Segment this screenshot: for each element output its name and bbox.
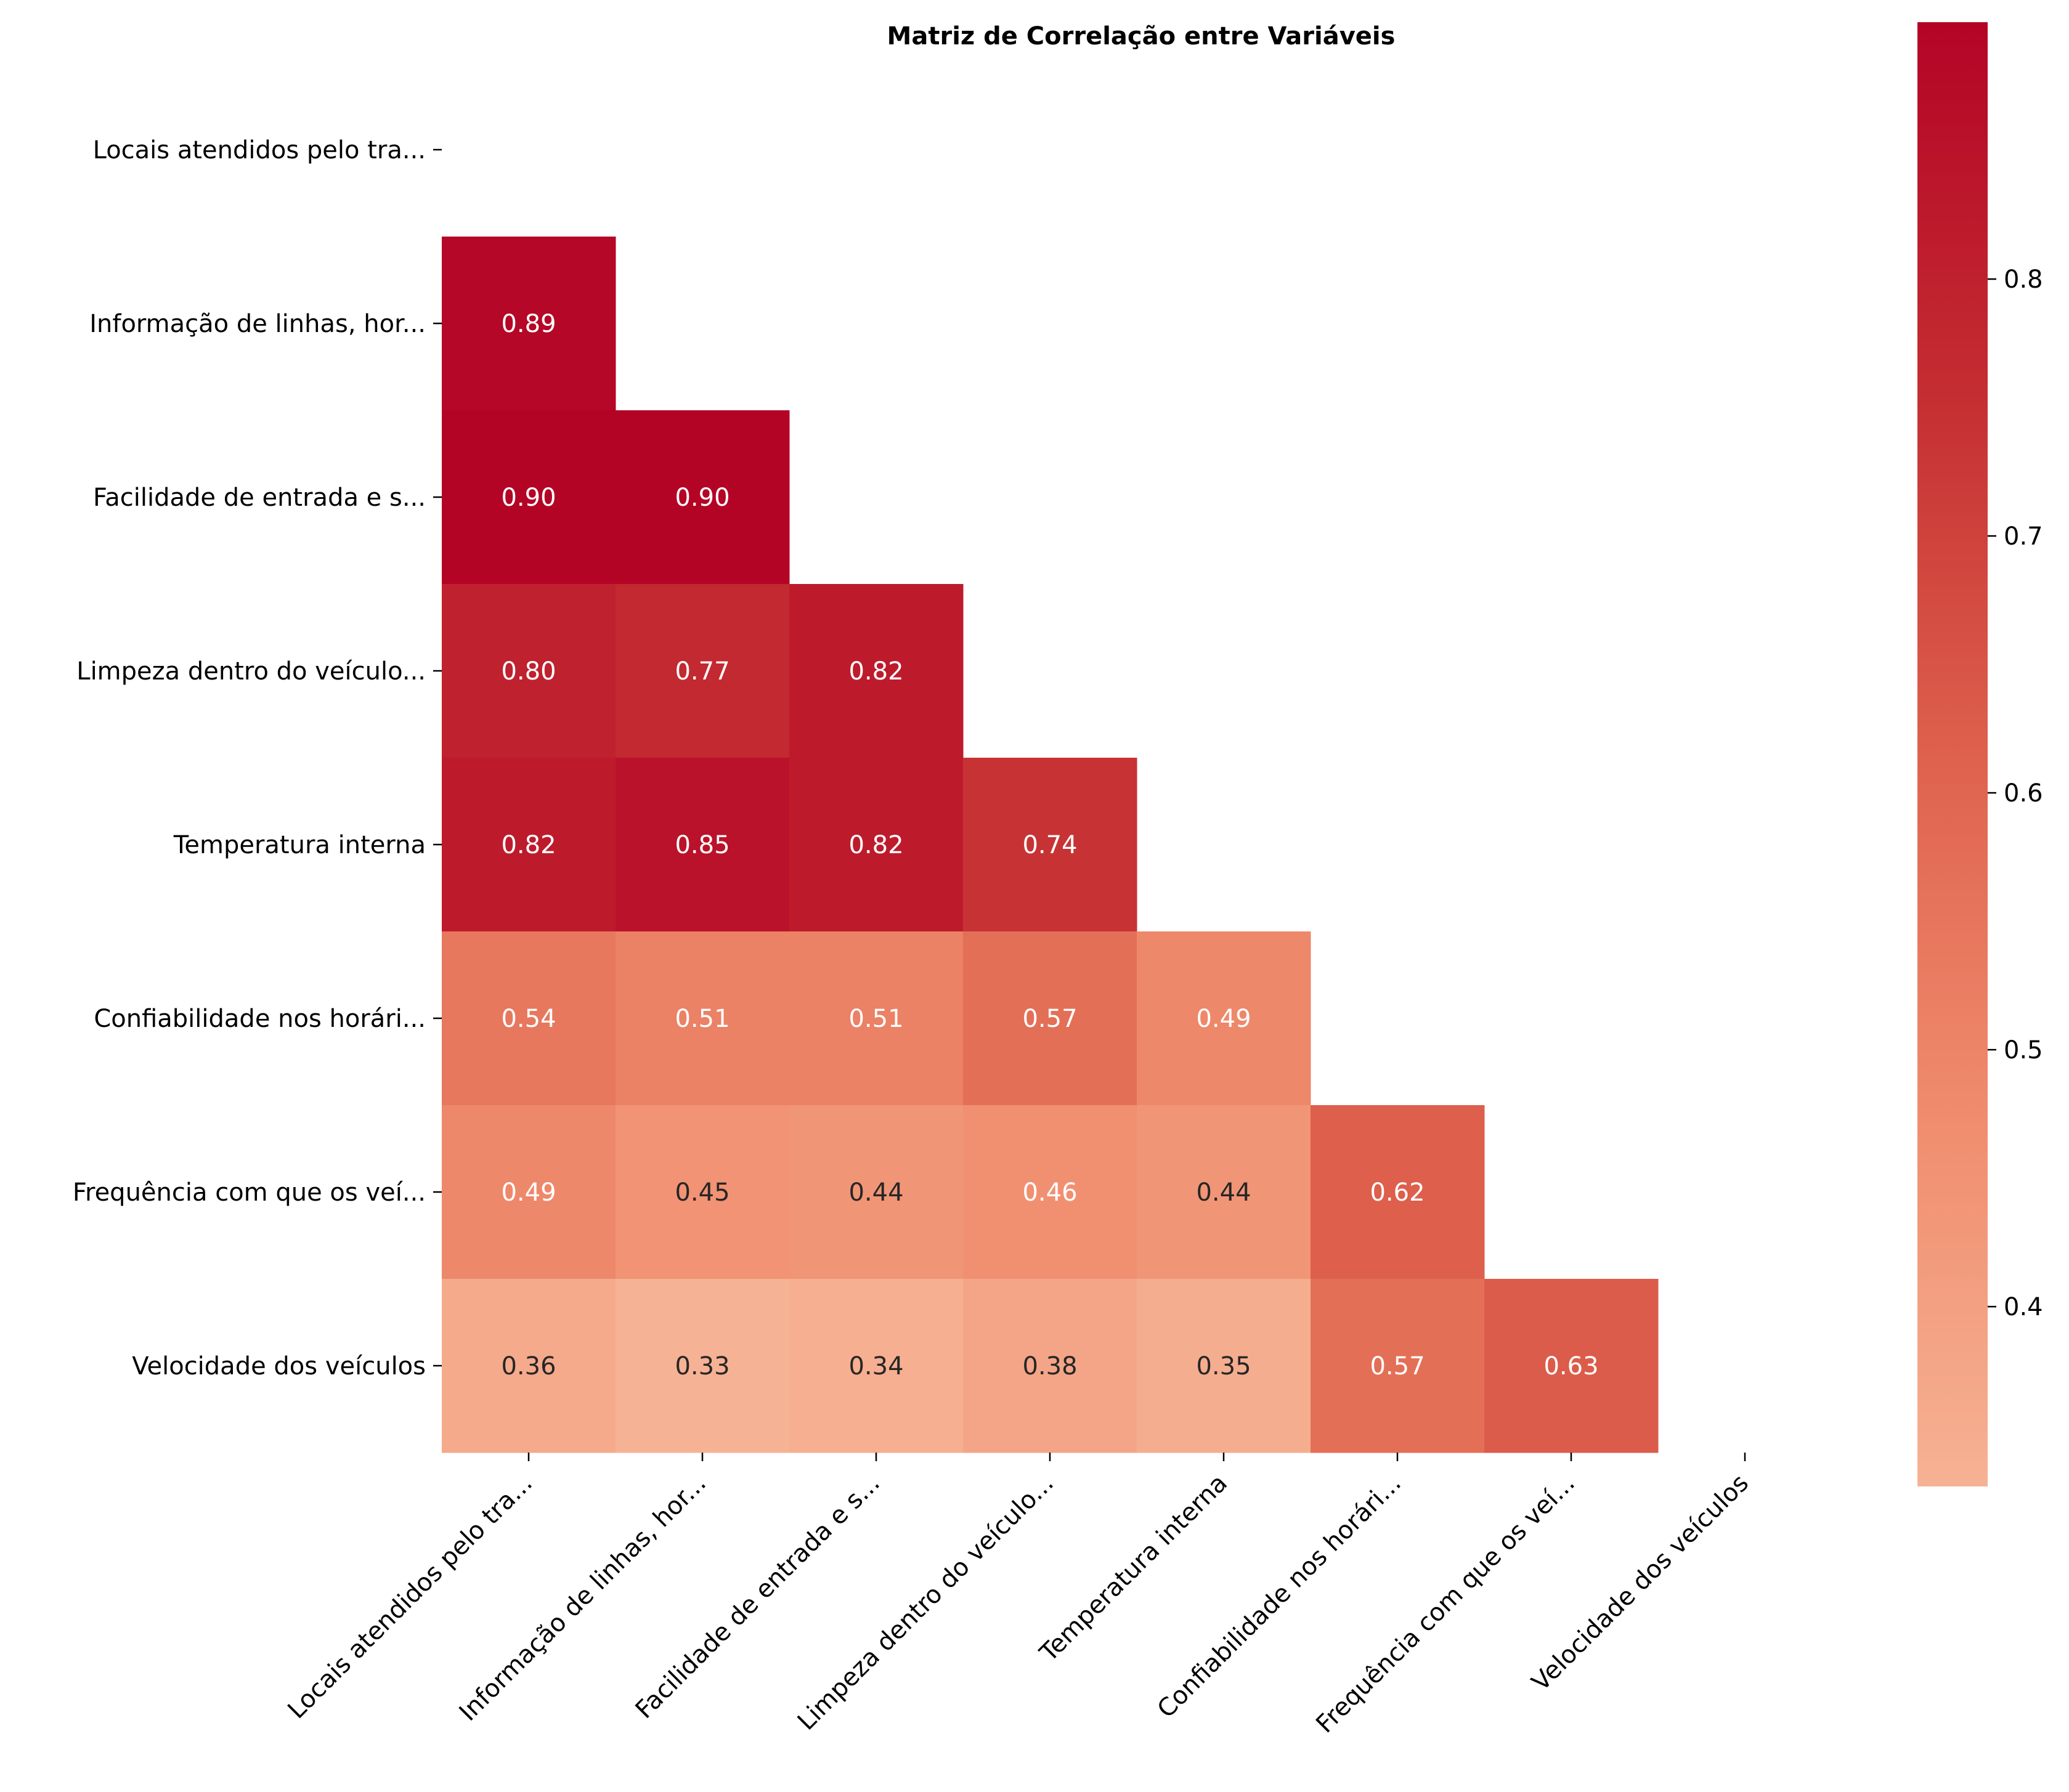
cell-value-label-5-2: 0.51 — [848, 1005, 903, 1033]
cell-value-label-7-4: 0.35 — [1196, 1352, 1251, 1380]
y-axis: Locais atendidos pelo tra... Informação d… — [73, 136, 442, 1380]
heatmap-cell-6-3 — [963, 1105, 1137, 1279]
heatmap-cell-2-0 — [442, 410, 616, 585]
cell-value-label-6-0: 0.49 — [501, 1178, 556, 1207]
y-tick-label-6: Frequência com que os veí... — [73, 1178, 426, 1207]
cell-value-label-7-5: 0.57 — [1370, 1352, 1425, 1380]
heatmap-cell-7-4 — [1137, 1279, 1311, 1453]
heatmap-cell-7-6 — [1484, 1279, 1659, 1453]
cell-value-label-6-1: 0.45 — [675, 1178, 730, 1207]
cell-value-label-3-0: 0.80 — [501, 657, 556, 686]
cell-value-label-6-3: 0.46 — [1022, 1178, 1077, 1207]
heatmap-cell-5-4 — [1137, 931, 1311, 1106]
heatmap-cell-4-1 — [616, 758, 790, 932]
cell-value-label-4-0: 0.82 — [501, 831, 556, 859]
cell-value-label-3-2: 0.82 — [848, 657, 903, 686]
y-tick-label-7: Velocidade dos veículos — [132, 1352, 426, 1380]
y-tick-label-0: Locais atendidos pelo tra... — [93, 136, 426, 164]
cell-value-label-4-1: 0.85 — [675, 831, 730, 859]
heatmap-cell-1-0 — [442, 237, 616, 411]
heatmap-cell-6-5 — [1311, 1105, 1485, 1279]
y-tick-label-3: Limpeza dentro do veículo... — [76, 657, 426, 686]
cell-value-label-3-1: 0.77 — [675, 657, 730, 686]
cell-value-label-5-1: 0.51 — [675, 1005, 730, 1033]
heatmap-cell-5-0 — [442, 931, 616, 1106]
cell-value-labels: 0.89 0.90 0.90 0.80 0.77 0.82 0.82 0.85 0.82 0.74… — [501, 310, 1598, 1380]
heatmap-cell-3-2 — [789, 584, 964, 758]
colorbar-tick-label-2: 0.6 — [2004, 779, 2043, 808]
heatmap-cell-5-3 — [963, 931, 1137, 1106]
heatmap-cell-6-4 — [1137, 1105, 1311, 1279]
cell-value-label-7-6: 0.63 — [1543, 1352, 1598, 1380]
cell-value-label-6-5: 0.62 — [1370, 1178, 1425, 1207]
x-tick-label-4: Temperatura interna — [1034, 1469, 1233, 1668]
cell-value-label-7-1: 0.33 — [675, 1352, 730, 1380]
cell-value-label-6-4: 0.44 — [1196, 1178, 1251, 1207]
cell-value-label-1-0: 0.89 — [501, 310, 556, 338]
heatmap-cell-5-1 — [616, 931, 790, 1106]
colorbar: 0.4 0.5 0.6 0.7 0.8 — [1917, 22, 2043, 1486]
colorbar-tick-label-1: 0.5 — [2004, 1036, 2043, 1064]
heatmap-cell-2-1 — [616, 410, 790, 585]
y-tick-label-4: Temperatura interna — [173, 831, 426, 859]
cell-value-label-7-0: 0.36 — [501, 1352, 556, 1380]
x-axis: Locais atendidos pelo tra...Informação d… — [282, 1453, 1754, 1738]
y-tick-label-2: Facilidade de entrada e s... — [93, 484, 426, 512]
heatmap-cell-5-2 — [789, 931, 964, 1106]
heatmap-cells — [442, 237, 1659, 1453]
cell-value-label-6-2: 0.44 — [848, 1178, 903, 1207]
cell-value-label-2-1: 0.90 — [675, 484, 730, 512]
cell-value-label-4-2: 0.82 — [848, 831, 903, 859]
heatmap-cell-6-2 — [789, 1105, 964, 1279]
heatmap-cell-6-1 — [616, 1105, 790, 1279]
colorbar-gradient — [1917, 22, 1988, 1486]
cell-value-label-5-3: 0.57 — [1022, 1005, 1077, 1033]
heatmap-cell-3-1 — [616, 584, 790, 758]
y-tick-label-1: Informação de linhas, hor... — [89, 310, 426, 338]
heatmap-cell-4-3 — [963, 758, 1137, 932]
heatmap-cell-7-2 — [789, 1279, 964, 1453]
cell-value-label-5-4: 0.49 — [1196, 1005, 1251, 1033]
cell-value-label-2-0: 0.90 — [501, 484, 556, 512]
heatmap-cell-6-0 — [442, 1105, 616, 1279]
cell-value-label-7-2: 0.34 — [848, 1352, 903, 1380]
chart-title: Matriz de Correlação entre Variáveis — [887, 22, 1396, 51]
heatmap-cell-3-0 — [442, 584, 616, 758]
heatmap-cell-7-3 — [963, 1279, 1137, 1453]
colorbar-tick-label-3: 0.7 — [2004, 522, 2043, 551]
cell-value-label-4-3: 0.74 — [1022, 831, 1077, 859]
y-tick-label-5: Confiabilidade nos horári... — [94, 1005, 426, 1033]
colorbar-tick-label-4: 0.8 — [2004, 266, 2043, 294]
heatmap-cell-7-0 — [442, 1279, 616, 1453]
cell-value-label-5-0: 0.54 — [501, 1005, 556, 1033]
heatmap-cell-4-0 — [442, 758, 616, 932]
cell-value-label-7-3: 0.38 — [1022, 1352, 1077, 1380]
heatmap-cell-7-5 — [1311, 1279, 1485, 1453]
heatmap-cell-7-1 — [616, 1279, 790, 1453]
colorbar-tick-label-0: 0.4 — [2004, 1293, 2043, 1321]
heatmap-cell-4-2 — [789, 758, 964, 932]
